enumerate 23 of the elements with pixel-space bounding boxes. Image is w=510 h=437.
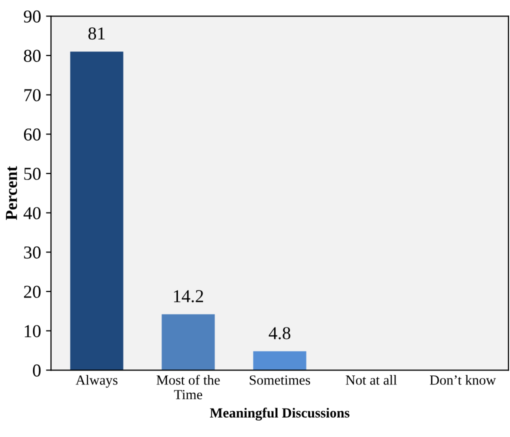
x-tick-label: Don’t know bbox=[430, 375, 496, 385]
x-tick-label: Most of the Time bbox=[156, 374, 220, 400]
x-tick-label: Sometimes bbox=[250, 375, 310, 385]
data-label: 4.8 bbox=[268, 327, 290, 340]
y-axis-title: Percent bbox=[6, 166, 18, 220]
y-tick-label: 0 bbox=[32, 364, 41, 377]
y-tick-label: 80 bbox=[24, 50, 41, 62]
y-tick-label: 70 bbox=[24, 89, 41, 102]
y-tick-label: 30 bbox=[24, 246, 41, 259]
data-label: 14.2 bbox=[174, 290, 204, 302]
y-tick-label: 60 bbox=[24, 128, 41, 141]
bar bbox=[162, 314, 215, 370]
x-tick-label: Not at all bbox=[346, 375, 397, 385]
bar bbox=[253, 351, 306, 370]
y-tick-label: 10 bbox=[24, 325, 41, 338]
y-tick-label: 40 bbox=[24, 207, 41, 220]
x-axis-title: Meaningful Discussions bbox=[210, 408, 350, 421]
bar bbox=[70, 52, 124, 370]
y-tick-label: 50 bbox=[24, 168, 41, 180]
y-tick-label: 20 bbox=[24, 286, 41, 298]
y-tick-label: 90 bbox=[24, 10, 41, 23]
x-tick-label: Always bbox=[76, 375, 118, 388]
data-label: 81 bbox=[88, 27, 105, 40]
